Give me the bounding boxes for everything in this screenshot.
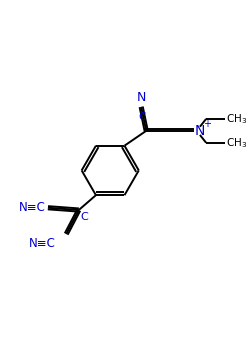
Text: CH$_3$: CH$_3$ (226, 112, 247, 126)
Text: N≡C: N≡C (19, 201, 46, 214)
Text: C: C (138, 112, 145, 121)
Text: C: C (80, 212, 88, 222)
Text: N: N (195, 124, 205, 138)
Text: +: + (203, 119, 211, 130)
Text: CH$_3$: CH$_3$ (226, 136, 247, 149)
Text: N≡C: N≡C (29, 237, 56, 251)
Text: N: N (136, 91, 146, 104)
